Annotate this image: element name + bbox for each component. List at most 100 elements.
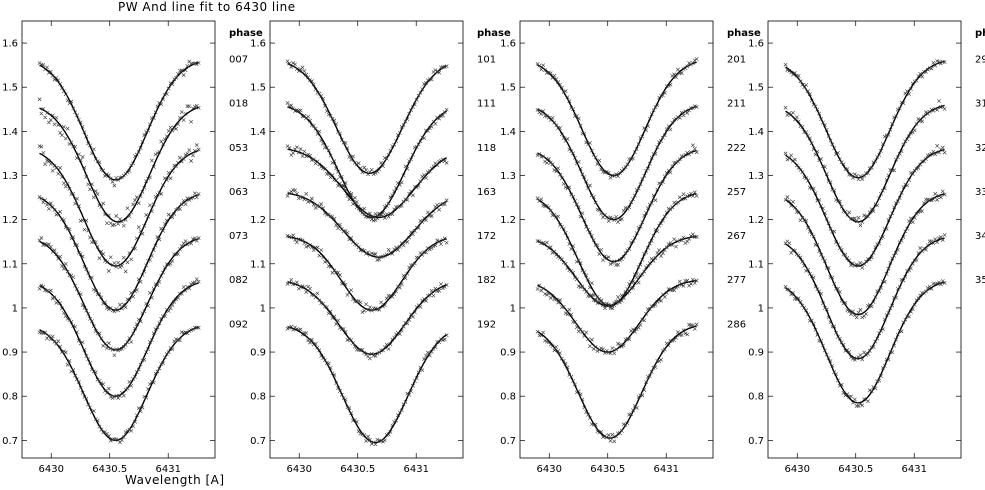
- data-point: [184, 239, 187, 242]
- data-point: [130, 258, 133, 261]
- panel-4: 0.70.80.911.11.21.31.41.51.66430 6430.5 64…: [748, 21, 985, 475]
- data-point: [310, 197, 313, 200]
- data-point: [361, 310, 364, 313]
- observed-points: [784, 233, 946, 361]
- y-tick-label: 0.9: [250, 348, 266, 359]
- data-point: [120, 438, 123, 441]
- data-point: [586, 338, 589, 341]
- data-point: [786, 158, 789, 161]
- data-point: [335, 223, 338, 226]
- data-point: [379, 161, 382, 164]
- observed-points: [784, 279, 946, 407]
- fit-curve: [538, 62, 697, 175]
- phase-label: 201: [727, 55, 746, 66]
- data-point: [941, 146, 944, 149]
- data-point: [51, 169, 54, 172]
- y-tick-label: 0.8: [2, 392, 18, 403]
- data-point: [92, 148, 95, 151]
- phase-label: 347: [975, 231, 985, 242]
- phase-label: 222: [727, 143, 746, 154]
- data-point: [312, 248, 315, 251]
- panel-frame: [768, 21, 961, 458]
- data-point: [47, 207, 50, 210]
- data-point: [154, 153, 157, 156]
- data-point: [105, 346, 108, 349]
- data-point: [935, 198, 938, 201]
- data-point: [549, 209, 552, 212]
- data-point: [195, 278, 198, 281]
- data-point: [928, 240, 931, 243]
- data-point: [186, 152, 189, 155]
- y-tick-label: 1.2: [748, 215, 764, 226]
- data-point: [400, 181, 403, 184]
- phase-header: phase: [975, 28, 985, 39]
- data-point: [351, 341, 354, 344]
- data-point: [349, 288, 352, 291]
- data-point: [398, 286, 401, 289]
- phase-label: 007: [229, 55, 248, 66]
- phase-label: 277: [727, 275, 746, 286]
- data-point: [411, 194, 414, 197]
- data-point: [58, 210, 61, 213]
- data-point: [672, 73, 675, 76]
- data-point: [73, 202, 76, 205]
- data-point: [180, 110, 183, 113]
- x-tick-label: 6430: [39, 464, 64, 475]
- y-tick-label: 1.4: [2, 127, 18, 138]
- data-point: [83, 228, 86, 231]
- observed-points: [286, 278, 448, 360]
- y-tick-label: 1.3: [500, 171, 516, 182]
- x-tick-label: 6430.5: [590, 464, 625, 475]
- data-point: [556, 167, 559, 170]
- data-point: [379, 301, 382, 304]
- data-point: [661, 251, 664, 254]
- panel-frame: [22, 21, 215, 458]
- data-point: [553, 74, 556, 77]
- data-point: [861, 404, 864, 407]
- data-point: [598, 252, 601, 255]
- fit-curve: [786, 282, 945, 403]
- data-point: [430, 289, 433, 292]
- data-point: [669, 128, 672, 131]
- data-point: [75, 197, 78, 200]
- data-point: [105, 432, 108, 435]
- data-point: [336, 319, 339, 322]
- data-point: [66, 363, 69, 366]
- y-tick-label: 1.2: [2, 215, 18, 226]
- data-point: [297, 197, 300, 200]
- x-tick-label: 6430: [785, 464, 810, 475]
- data-point: [934, 237, 937, 240]
- phase-label: 053: [229, 143, 248, 154]
- data-point: [924, 248, 927, 251]
- data-point: [314, 206, 317, 209]
- fit-curve: [40, 107, 199, 222]
- data-point: [299, 109, 302, 112]
- data-point: [935, 144, 938, 147]
- phase-header: phase: [229, 28, 263, 39]
- data-point: [301, 66, 304, 69]
- data-point: [616, 220, 619, 223]
- data-point: [60, 264, 63, 267]
- observed-points: [536, 278, 698, 355]
- data-point: [105, 306, 108, 309]
- data-point: [109, 256, 112, 259]
- data-point: [291, 234, 294, 237]
- data-point: [178, 156, 181, 159]
- data-point: [663, 295, 666, 298]
- panel-2: 0.70.80.911.11.21.31.41.51.66430 6430.5 64…: [250, 21, 511, 475]
- data-point: [58, 131, 61, 134]
- data-point: [859, 224, 862, 227]
- data-point: [695, 323, 698, 326]
- data-point: [609, 439, 612, 442]
- data-point: [937, 99, 940, 102]
- data-point: [791, 111, 794, 114]
- data-point: [115, 214, 118, 217]
- phase-label: 073: [229, 231, 248, 242]
- figure-title: PW And line fit to 6430 line: [118, 0, 296, 14]
- phase-label: 172: [477, 231, 496, 242]
- data-point: [184, 153, 187, 156]
- x-tick-label: 6430.5: [92, 464, 127, 475]
- data-point: [445, 241, 448, 244]
- y-tick-label: 1.1: [250, 259, 266, 270]
